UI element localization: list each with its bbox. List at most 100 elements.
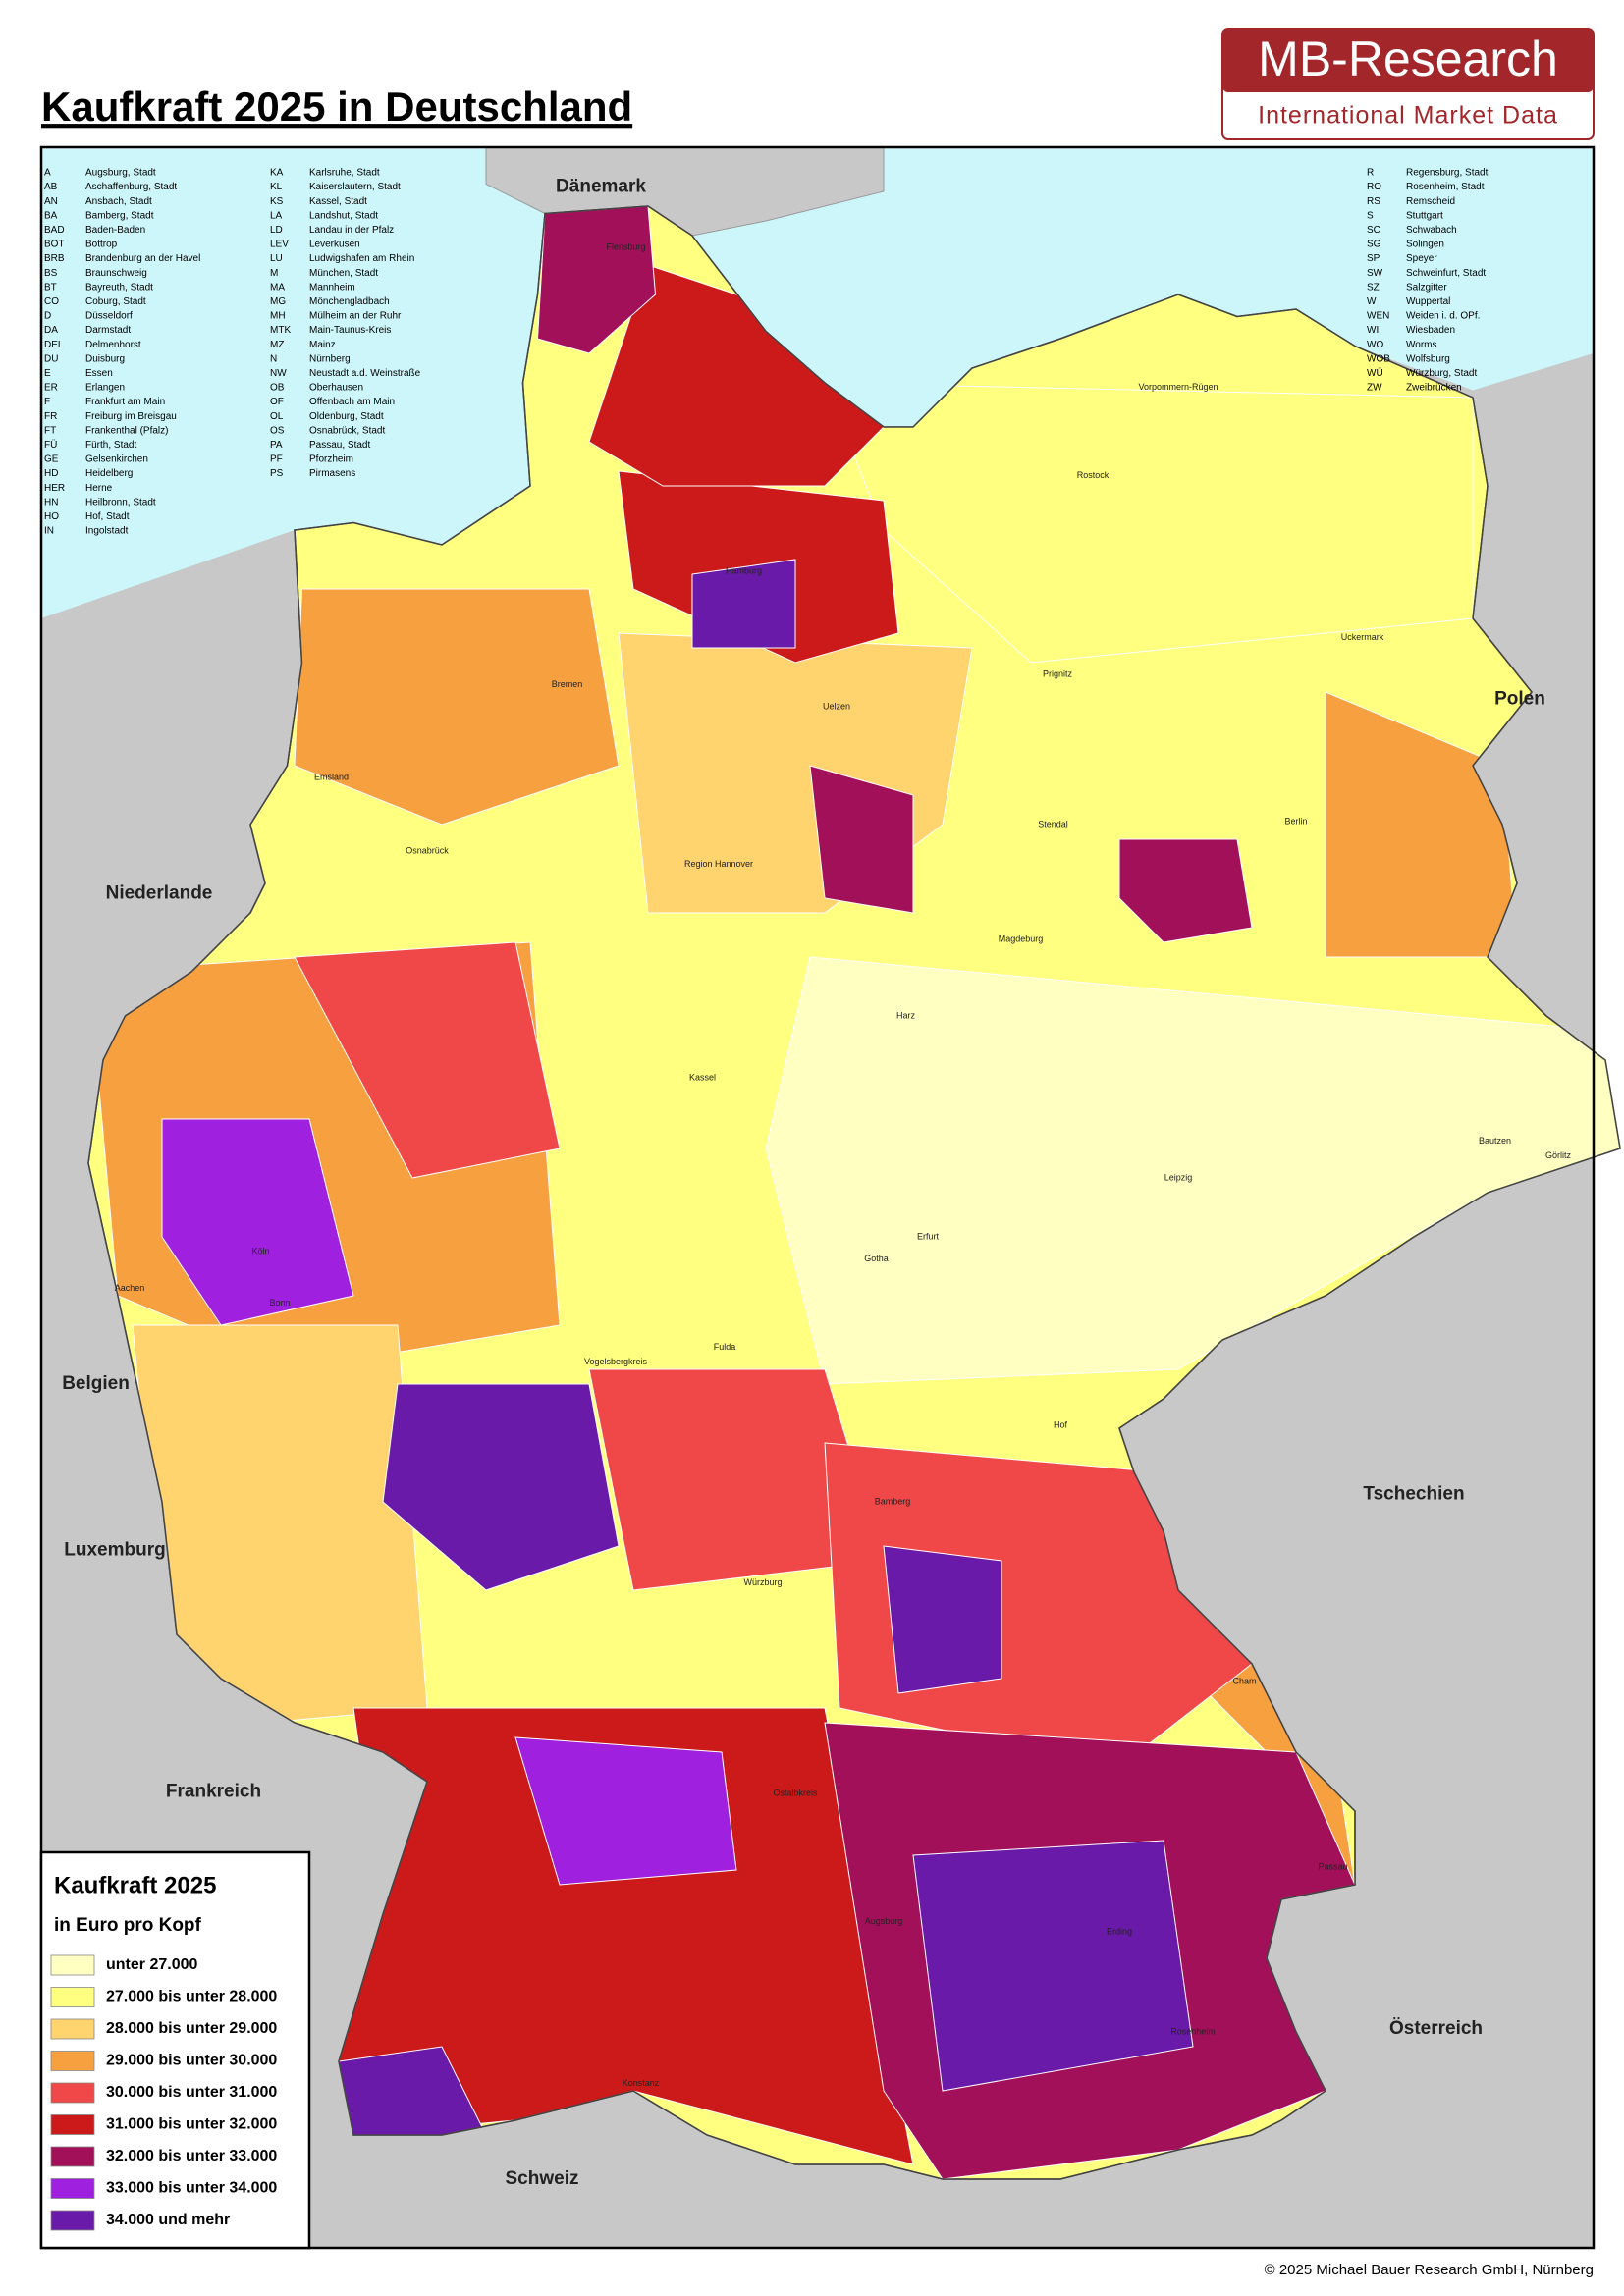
abbreviation-name: Brandenburg an der Havel — [85, 253, 200, 264]
abbreviation-name: Wolfsburg — [1406, 353, 1450, 364]
district-label: Leipzig — [1164, 1172, 1193, 1182]
abbreviation-code: MZ — [270, 340, 284, 350]
district-label: Kassel — [689, 1072, 716, 1082]
district-label: Hamburg — [726, 565, 762, 575]
country-label: Belgien — [62, 1373, 130, 1394]
abbreviation-code: MA — [270, 282, 285, 293]
abbreviation-name: Offenbach am Main — [309, 397, 395, 407]
abbreviation-code: E — [44, 368, 51, 379]
district-label: Erding — [1107, 1926, 1132, 1936]
legend-label: 33.000 bis unter 34.000 — [106, 2180, 277, 2197]
district-label: Cham — [1232, 1676, 1256, 1685]
abbreviation-code: BOT — [44, 240, 65, 250]
abbreviation-code: MH — [270, 311, 286, 322]
abbreviation-name: Herne — [85, 483, 113, 494]
abbreviation-name: Schwabach — [1406, 225, 1457, 236]
abbreviation-name: Main-Taunus-Kreis — [309, 325, 391, 336]
regions — [88, 206, 1620, 2179]
abbreviation-code: SZ — [1367, 282, 1380, 293]
map-frame — [39, 145, 1596, 2250]
country-label: Schweiz — [506, 2168, 579, 2189]
abbreviation-code: PA — [270, 440, 283, 451]
abbreviation-code: HN — [44, 497, 58, 507]
abbreviation-code: AN — [44, 196, 58, 207]
region — [1118, 838, 1253, 943]
abbreviation-name: Mönchengladbach — [309, 296, 390, 307]
abbreviation-code: FT — [44, 425, 56, 436]
abbreviation-code: IN — [44, 526, 54, 537]
abbreviation-name: Worms — [1406, 340, 1436, 350]
abbreviation-code: SG — [1367, 240, 1381, 250]
abbreviation-code: LD — [270, 225, 283, 236]
abbreviation-code: BAD — [44, 225, 65, 236]
abbreviation-code: WEN — [1367, 311, 1389, 322]
abbreviation-name: Landshut, Stadt — [309, 210, 378, 221]
district-label: Emsland — [314, 772, 349, 781]
abbreviation-code: RO — [1367, 182, 1381, 192]
district-label: Görlitz — [1545, 1150, 1572, 1160]
labels: A Augsburg, Stadt AB Aschaffenburg, Stadt AN… — [44, 168, 1571, 2189]
abbreviation-code: ZW — [1367, 383, 1382, 394]
abbreviation-code: LU — [270, 253, 283, 264]
abbreviation-code: PS — [270, 468, 284, 479]
district-label: Erfurt — [917, 1231, 940, 1241]
abbreviation-name: Landau in der Pfalz — [309, 225, 394, 236]
district-label: Osnabrück — [406, 845, 449, 855]
abbreviation-code: AB — [44, 182, 58, 192]
district-label: Berlin — [1284, 816, 1307, 826]
abbreviation-code: DA — [44, 325, 58, 336]
abbreviation-name: Bottrop — [85, 240, 118, 250]
abbreviation-code: OB — [270, 383, 285, 394]
district-label: Uelzen — [823, 701, 850, 711]
abbreviation-code: FÜ — [44, 439, 57, 451]
region — [161, 1118, 354, 1326]
legend-label: 31.000 bis unter 32.000 — [106, 2116, 277, 2133]
abbreviation-code: R — [1367, 168, 1374, 179]
district-label: Vogelsbergkreis — [584, 1357, 648, 1366]
legend-label: 30.000 bis unter 31.000 — [106, 2084, 277, 2101]
region — [912, 1840, 1194, 2092]
district-label: Region Hannover — [684, 859, 753, 869]
abbreviation-name: Oberhausen — [309, 383, 363, 394]
abbreviation-code: OL — [270, 411, 284, 422]
abbreviation-name: Stuttgart — [1406, 210, 1443, 221]
abbreviation-code: SW — [1367, 268, 1383, 279]
abbreviation-code: PF — [270, 454, 283, 465]
abbreviation-name: Rosenheim, Stadt — [1406, 182, 1485, 192]
abbreviation-name: Mülheim an der Ruhr — [309, 311, 402, 322]
abbreviation-code: CO — [44, 296, 59, 307]
abbreviation-name: Speyer — [1406, 253, 1437, 264]
abbreviation-name: Frankfurt am Main — [85, 397, 165, 407]
district-label: Rostock — [1077, 470, 1110, 480]
legend-swatch — [50, 1954, 95, 1976]
legend-swatch — [50, 1987, 95, 2007]
abbreviation-name: Regensburg, Stadt — [1406, 168, 1489, 179]
abbreviation-name: Ingolstadt — [85, 526, 129, 537]
germany-border — [87, 205, 1621, 2180]
abbreviation-code: KS — [270, 196, 284, 207]
abbreviation-code: LA — [270, 210, 283, 221]
abbreviation-code: N — [270, 353, 277, 364]
abbreviation-name: Coburg, Stadt — [85, 296, 146, 307]
abbreviation-name: Ludwigshafen am Rhein — [309, 253, 414, 264]
region — [883, 1545, 1002, 1694]
title: Kaufkraft 2025 in Deutschland — [41, 83, 632, 130]
abbreviation-code: D — [44, 311, 51, 322]
abbreviation-name: Ansbach, Stadt — [85, 196, 152, 207]
legend-subtitle: in Euro pro Kopf — [54, 1915, 202, 1936]
abbreviation-code: NW — [270, 368, 287, 379]
district-label: Uckermark — [1341, 632, 1384, 642]
abbreviation-name: Essen — [85, 368, 113, 379]
district-label: Stendal — [1038, 819, 1068, 828]
abbreviation-code: HER — [44, 483, 65, 494]
abbreviation-name: Baden-Baden — [85, 225, 145, 236]
legend-label: unter 27.000 — [106, 1956, 197, 1973]
abbreviation-name: Duisburg — [85, 353, 125, 364]
legend-swatch — [50, 2051, 95, 2071]
district-label: Hof — [1054, 1419, 1068, 1429]
region — [691, 559, 796, 649]
abbreviation-name: Erlangen — [85, 383, 125, 394]
legend-label: 28.000 bis unter 29.000 — [106, 2020, 277, 2037]
abbreviation-name: Heidelberg — [85, 468, 133, 479]
district-label: Köln — [251, 1246, 269, 1255]
